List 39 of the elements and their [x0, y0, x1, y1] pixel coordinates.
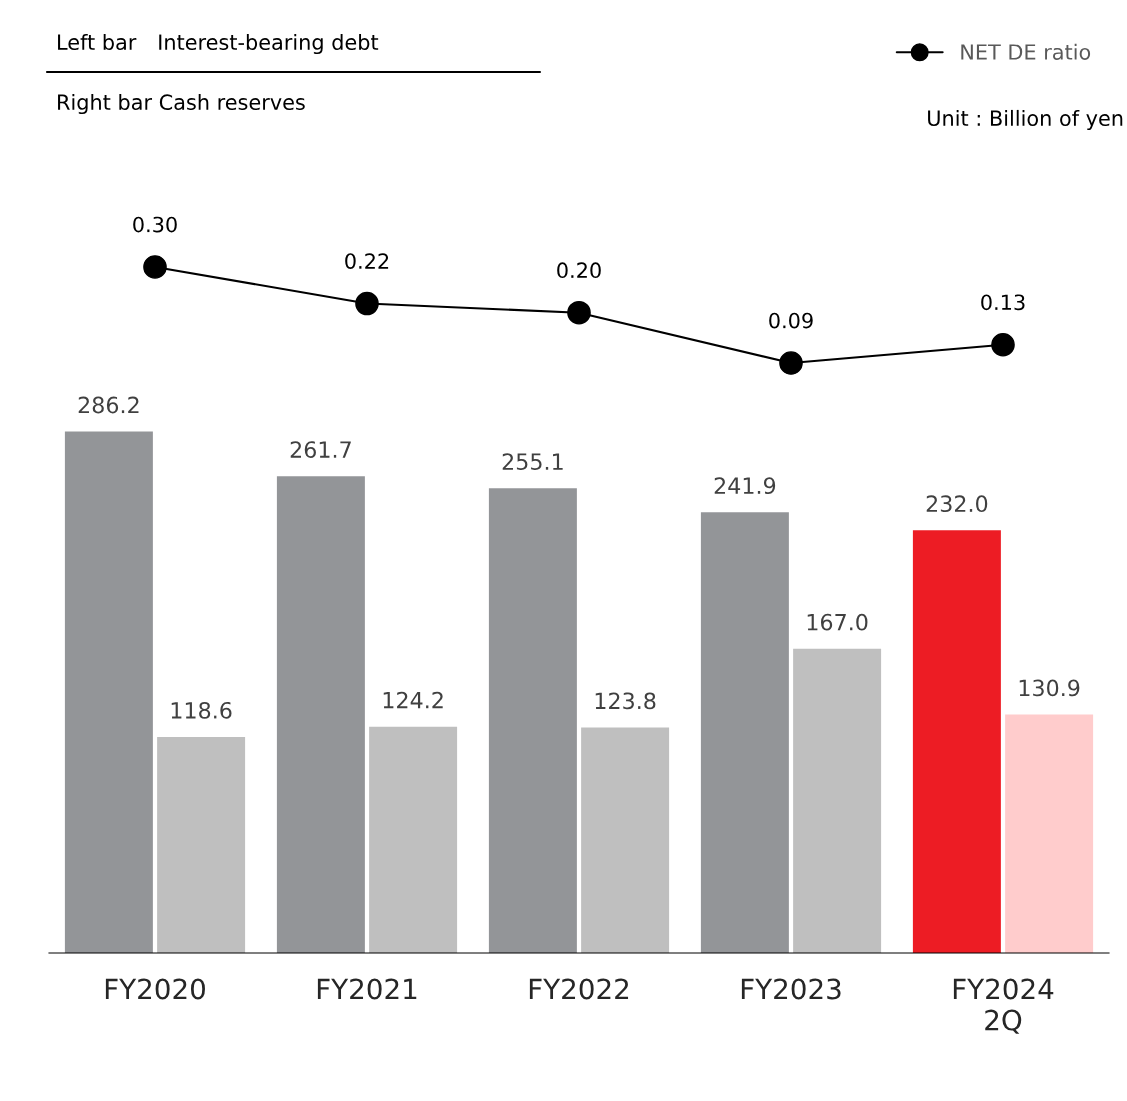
point [143, 255, 167, 279]
x-tick-label: FY2024 2Q [953, 978, 1054, 1034]
point [779, 351, 803, 375]
x-tick-label: FY2020 [105, 978, 205, 1000]
data-label: 0.30 [133, 216, 177, 233]
point [567, 300, 591, 325]
data-label: 232.0 [926, 495, 988, 513]
bar [157, 736, 246, 953]
legend-label: NET DE ratio [961, 43, 1091, 60]
data-label: 0.09 [769, 312, 813, 329]
data-label: 0.22 [345, 253, 389, 269]
bar [488, 488, 577, 953]
bar [700, 512, 789, 953]
bar [793, 648, 882, 953]
data-label: 0.13 [981, 294, 1025, 311]
point [355, 291, 379, 316]
data-label: 286.2 [78, 396, 139, 414]
text: Right bar Cash reserves [58, 93, 305, 115]
data-label: 130.9 [1019, 679, 1080, 697]
x-tick-label: FY2021 [317, 978, 417, 1000]
bar [64, 431, 153, 953]
bar [276, 476, 365, 953]
data-label: 0.20 [557, 262, 601, 279]
data-label: 167.0 [807, 613, 868, 631]
bar [369, 726, 458, 953]
data-label: 118.6 [171, 701, 232, 719]
data-label: 123.8 [595, 692, 656, 710]
data-label: 261.7 [290, 441, 351, 459]
data-label: 241.9 [714, 477, 776, 495]
point [991, 332, 1015, 357]
x-tick-label: FY2022 [529, 978, 629, 1000]
text: Left bar Interest-bearing debt [58, 33, 379, 55]
data-label: 124.2 [383, 691, 443, 709]
data-label: 255.1 [502, 453, 563, 471]
bar [1005, 714, 1094, 953]
x-tick-label: FY2023 [741, 978, 841, 1000]
bar [581, 727, 670, 953]
text: Unit : Billion of yen [928, 109, 1123, 131]
bar [912, 530, 1001, 953]
